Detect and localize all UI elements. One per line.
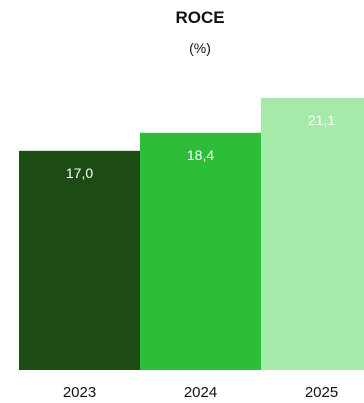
value-label-2023: 17,0 bbox=[66, 165, 93, 181]
value-label-2025: 21,1 bbox=[308, 112, 335, 128]
chart-title: ROCE bbox=[175, 8, 225, 27]
x-axis-ticks: 2023 2024 2025 bbox=[63, 384, 338, 401]
chart-subtitle: (%) bbox=[189, 40, 211, 56]
x-tick-2025: 2025 bbox=[305, 384, 338, 401]
bar-2025 bbox=[261, 98, 364, 370]
bar-2023 bbox=[19, 150, 140, 370]
x-tick-2024: 2024 bbox=[184, 384, 217, 401]
value-labels-group: 17,0 18,4 21,1 bbox=[66, 112, 335, 181]
x-tick-2023: 2023 bbox=[63, 384, 96, 401]
value-label-2024: 18,4 bbox=[187, 147, 214, 163]
bars-group bbox=[19, 98, 364, 370]
bar-2024 bbox=[140, 132, 261, 370]
